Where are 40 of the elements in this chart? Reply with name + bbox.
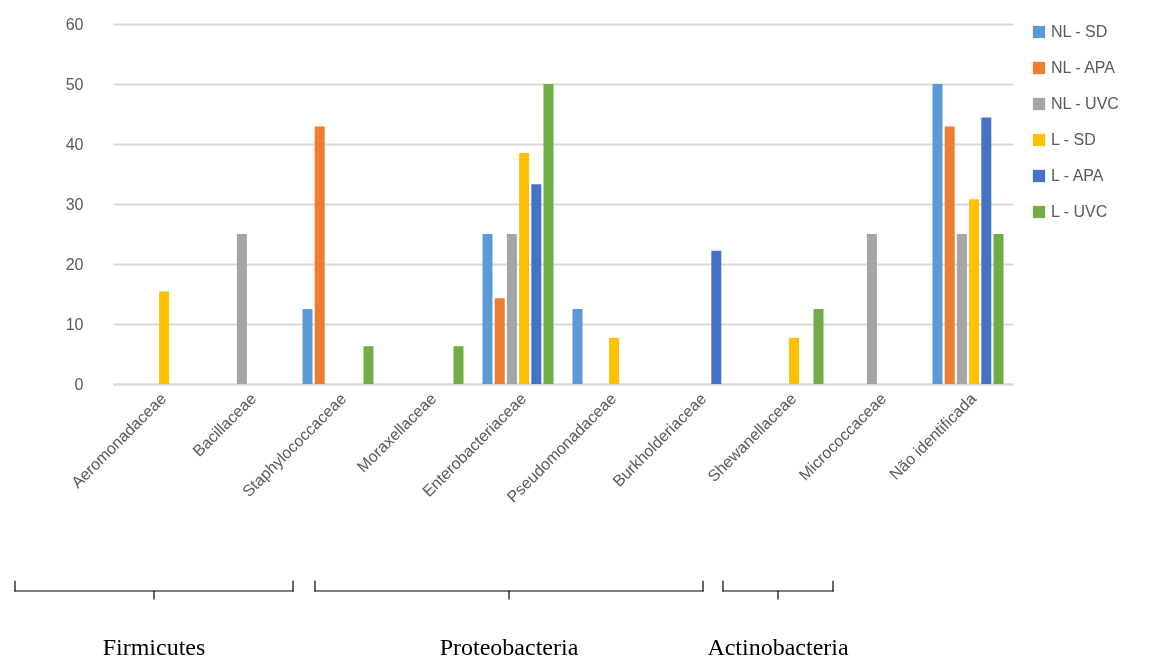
- legend-label: NL - UVC: [1051, 95, 1119, 112]
- bar: [314, 126, 325, 384]
- legend-label: L - APA: [1051, 167, 1104, 184]
- bar: [519, 153, 530, 384]
- bar: [944, 126, 955, 384]
- y-tick-label: 50: [65, 75, 84, 93]
- bar: [236, 234, 247, 384]
- bar: [993, 234, 1004, 384]
- bar: [543, 84, 554, 384]
- y-tick-label: 10: [65, 315, 84, 333]
- bar: [494, 298, 505, 384]
- bar: [609, 337, 620, 384]
- bar: [302, 309, 313, 384]
- bar: [932, 84, 943, 384]
- bar: [506, 234, 517, 384]
- text: Firmicutes: [102, 634, 206, 660]
- bar: [711, 250, 722, 384]
- bar: [866, 234, 877, 384]
- bar: [363, 346, 374, 384]
- legend-label: NL - APA: [1051, 59, 1116, 76]
- bar: [482, 234, 493, 384]
- legend-label: NL - SD: [1051, 23, 1108, 40]
- bar: [453, 346, 464, 384]
- y-tick-label: 60: [65, 15, 84, 33]
- bar: [813, 309, 824, 384]
- legend-label: L - SD: [1051, 131, 1096, 148]
- bar: [572, 309, 583, 384]
- y-tick-label: 40: [65, 135, 84, 153]
- text: Actinobacteria: [707, 634, 849, 660]
- y-tick-label: 30: [65, 195, 84, 213]
- bar: [956, 234, 967, 384]
- text: Proteobacteria: [439, 634, 579, 660]
- y-tick-label: 0: [74, 375, 84, 393]
- bar: [531, 184, 542, 384]
- bar: [969, 199, 980, 384]
- bar: [159, 291, 170, 384]
- bar: [789, 337, 800, 384]
- legend-label: L - UVC: [1051, 203, 1108, 220]
- bar: [981, 117, 992, 384]
- y-tick-label: 20: [65, 255, 84, 273]
